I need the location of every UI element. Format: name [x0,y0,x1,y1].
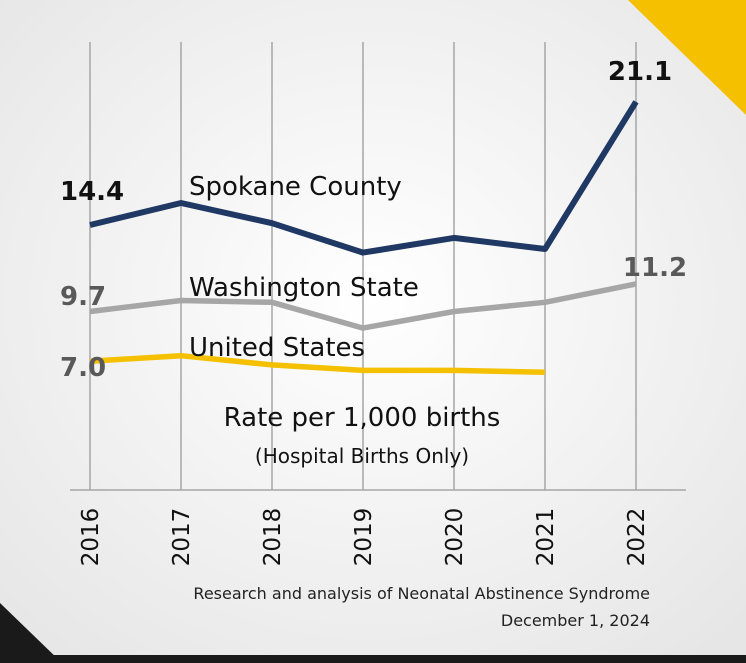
data-label: 14.4 [60,177,124,207]
series-line-3 [89,352,546,375]
x-tick-label: 2019 [351,508,377,567]
series-lines [89,100,639,375]
data-label: 7.0 [60,353,106,383]
x-tick-label: 2022 [624,508,650,567]
accent-corner-top-right [628,0,746,115]
x-tick-label: 2018 [260,508,286,567]
data-labels: 14.4 21.1 9.7 11.2 7.0 [60,57,687,383]
data-label: 21.1 [608,57,672,87]
x-tick-labels: 2016 2017 2018 2019 2020 2021 2022 [78,508,650,567]
series-name-label: Washington State [189,273,419,303]
footer-source: Research and analysis of Neonatal Abstin… [193,584,650,603]
series-name-label: United States [189,333,365,363]
footer-date: December 1, 2024 [501,611,650,630]
x-tick-label: 2020 [442,508,468,567]
x-tick-label: 2021 [533,508,559,567]
series-name-labels: Spokane County Washington State United Sta… [189,172,419,363]
series-line-2 [89,281,637,331]
series-line-1 [89,100,639,256]
rate-annotation: Rate per 1,000 births [224,403,501,433]
data-label: 11.2 [623,253,687,283]
dark-bottom-band [0,655,746,663]
x-tick-label: 2016 [78,508,104,567]
vertical-gridlines [89,42,637,490]
rate-annotation-sub: (Hospital Births Only) [255,444,469,468]
data-label: 9.7 [60,282,106,312]
series-name-label: Spokane County [189,172,402,202]
dark-corner-bottom-left [0,603,62,663]
x-tick-label: 2017 [169,508,195,567]
